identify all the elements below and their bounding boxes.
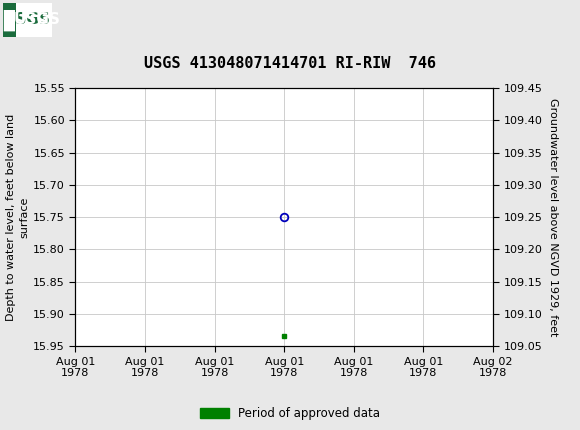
Legend: Period of approved data: Period of approved data: [200, 407, 380, 420]
Text: █: █: [3, 9, 14, 31]
Text: USGS: USGS: [4, 12, 51, 28]
Bar: [3, 3, 16, 37]
Text: USGS 413048071414701 RI-RIW  746: USGS 413048071414701 RI-RIW 746: [144, 56, 436, 71]
Text: USGS: USGS: [14, 12, 61, 28]
Y-axis label: Groundwater level above NGVD 1929, feet: Groundwater level above NGVD 1929, feet: [548, 98, 558, 336]
Y-axis label: Depth to water level, feet below land
surface: Depth to water level, feet below land su…: [6, 114, 29, 321]
FancyBboxPatch shape: [3, 3, 52, 37]
